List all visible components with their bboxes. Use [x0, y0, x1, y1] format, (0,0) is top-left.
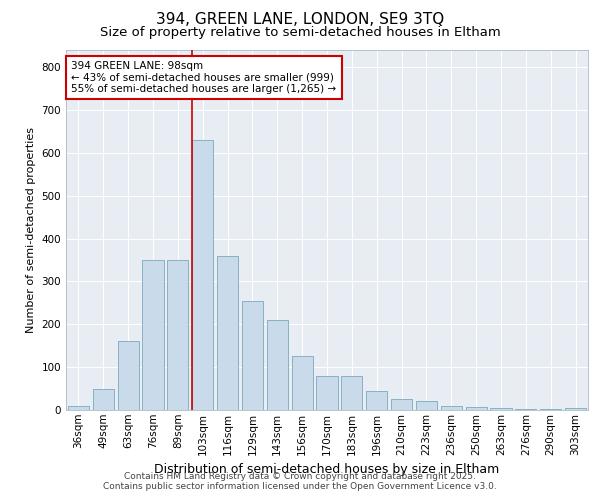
Bar: [192, 140, 213, 410]
Bar: [391, 400, 412, 410]
Bar: [466, 406, 487, 410]
Bar: [416, 402, 437, 410]
Text: Contains public sector information licensed under the Open Government Licence v3: Contains public sector information licen…: [103, 482, 497, 491]
Text: 394 GREEN LANE: 98sqm
← 43% of semi-detached houses are smaller (999)
55% of sem: 394 GREEN LANE: 98sqm ← 43% of semi-deta…: [71, 61, 337, 94]
Bar: [68, 406, 89, 410]
Text: Size of property relative to semi-detached houses in Eltham: Size of property relative to semi-detach…: [100, 26, 500, 39]
Bar: [242, 300, 263, 410]
Y-axis label: Number of semi-detached properties: Number of semi-detached properties: [26, 127, 36, 333]
Bar: [316, 376, 338, 410]
Bar: [118, 342, 139, 410]
Bar: [341, 376, 362, 410]
Bar: [142, 260, 164, 410]
Bar: [515, 408, 536, 410]
Bar: [441, 406, 462, 410]
Bar: [292, 356, 313, 410]
Bar: [540, 408, 561, 410]
Bar: [93, 388, 114, 410]
X-axis label: Distribution of semi-detached houses by size in Eltham: Distribution of semi-detached houses by …: [154, 463, 500, 476]
Bar: [167, 260, 188, 410]
Text: Contains HM Land Registry data © Crown copyright and database right 2025.: Contains HM Land Registry data © Crown c…: [124, 472, 476, 481]
Bar: [490, 408, 512, 410]
Bar: [217, 256, 238, 410]
Bar: [565, 408, 586, 410]
Text: 394, GREEN LANE, LONDON, SE9 3TQ: 394, GREEN LANE, LONDON, SE9 3TQ: [156, 12, 444, 28]
Bar: [366, 390, 387, 410]
Bar: [267, 320, 288, 410]
